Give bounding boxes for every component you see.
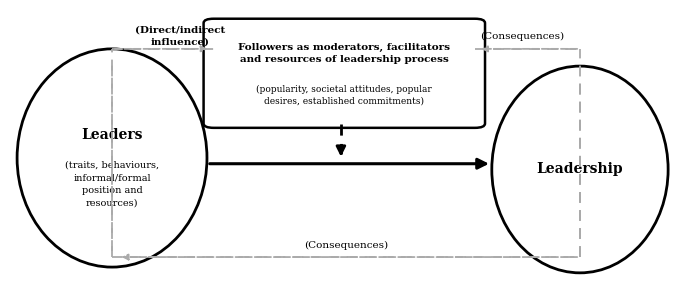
Text: Leadership: Leadership	[537, 163, 623, 176]
Text: Leaders: Leaders	[81, 128, 143, 142]
FancyBboxPatch shape	[203, 19, 485, 128]
Text: (popularity, societal attitudes, popular
desires, established commitments): (popularity, societal attitudes, popular…	[257, 85, 432, 106]
Text: (Consequences): (Consequences)	[480, 31, 565, 40]
Text: (traits, behaviours,
informal/formal
position and
resources): (traits, behaviours, informal/formal pos…	[65, 161, 159, 207]
Text: (Consequences): (Consequences)	[304, 241, 388, 250]
Ellipse shape	[492, 66, 668, 273]
Text: (Direct/indirect
influence): (Direct/indirect influence)	[135, 25, 225, 46]
Text: Followers as moderators, facilitators
and resources of leadership process: Followers as moderators, facilitators an…	[238, 43, 450, 64]
Ellipse shape	[17, 49, 207, 267]
